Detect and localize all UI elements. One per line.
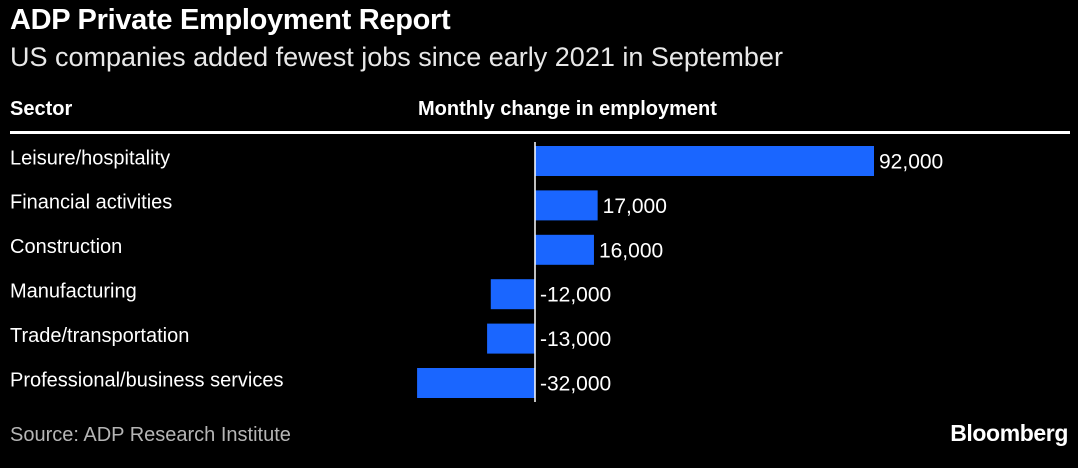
value-label: 92,000 [879,151,943,174]
bar [417,368,535,398]
change-column-header: Monthly change in employment [418,98,717,120]
category-label: Manufacturing [10,280,137,302]
value-label: -13,000 [540,328,611,351]
bar [535,190,598,221]
category-label: Construction [10,236,122,258]
bloomberg-logo: Bloomberg [950,420,1068,446]
category-label: Financial activities [10,192,172,214]
chart-title: ADP Private Employment Report [10,4,451,36]
value-label: 16,000 [599,239,663,262]
category-label: Professional/business services [10,369,283,391]
source-note: Source: ADP Research Institute [10,424,291,446]
bar [535,146,874,176]
header-rule [10,131,1070,134]
bar [487,323,535,354]
bar-chart: Leisure/hospitality 92,000 Financial activ… [10,142,943,402]
value-label: -32,000 [540,373,611,396]
sector-column-header: Sector [10,98,73,120]
bar [535,234,594,265]
chart-subtitle: US companies added fewest jobs since ear… [10,42,783,72]
category-label: Leisure/hospitality [10,147,170,169]
value-label: 17,000 [603,195,667,218]
bar [490,279,535,310]
category-label: Trade/transportation [10,325,189,347]
value-label: -12,000 [540,284,611,307]
